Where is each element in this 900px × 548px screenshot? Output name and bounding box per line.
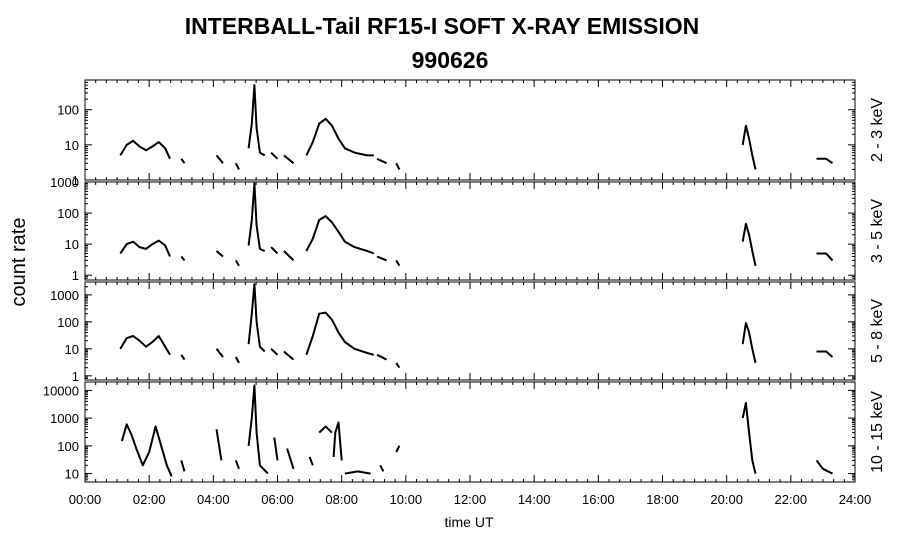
series-line xyxy=(395,162,401,170)
panel-frame xyxy=(84,79,856,181)
series-line xyxy=(305,311,375,356)
band-label: 10 - 15 keV xyxy=(869,391,886,473)
y-tick-label: 10 xyxy=(65,467,79,482)
series-line xyxy=(247,182,266,252)
series-line xyxy=(308,456,314,466)
panel-4: 10 100 1000 10000 10 - 15 keV xyxy=(43,381,886,483)
series-line xyxy=(247,384,269,475)
x-tick-label: 00:00 xyxy=(69,492,102,507)
series-line xyxy=(215,429,223,461)
series-line xyxy=(286,448,295,470)
series-line xyxy=(234,259,240,267)
series-line xyxy=(344,470,371,475)
series-line xyxy=(215,154,224,164)
panel-frame xyxy=(84,181,856,281)
series-line xyxy=(234,460,240,470)
x-tick-label: 18:00 xyxy=(646,492,679,507)
y-tick-label: 100 xyxy=(57,103,79,118)
series-line xyxy=(270,151,279,160)
series-line xyxy=(332,421,343,461)
series-line xyxy=(247,84,266,157)
series-line xyxy=(180,255,186,262)
series-line xyxy=(816,157,834,165)
series-line xyxy=(816,252,834,262)
panel-3: 1 10 100 1000 5 - 8 keV xyxy=(50,281,886,384)
y-tick-label: 10 xyxy=(65,138,79,153)
series-line xyxy=(305,215,375,255)
series-line xyxy=(816,350,834,358)
y-tick-label: 1000 xyxy=(50,175,79,190)
series-line xyxy=(379,464,385,472)
series-line xyxy=(119,239,171,257)
series-line xyxy=(120,423,173,477)
y-tick-label: 100 xyxy=(57,206,79,221)
x-axis-label: time UT xyxy=(445,514,494,530)
panel-1: 1 10 100 2 - 3 keV xyxy=(57,79,886,188)
series-line xyxy=(234,356,240,364)
series-line xyxy=(180,158,186,164)
series-line xyxy=(234,162,240,170)
x-tick-label: 10:00 xyxy=(390,492,423,507)
series-line xyxy=(283,350,295,361)
series-line xyxy=(815,459,833,475)
x-tick-label: 06:00 xyxy=(261,492,294,507)
series-line xyxy=(741,402,757,474)
chart-subtitle: 990626 xyxy=(412,47,489,73)
y-tick-label: 1 xyxy=(72,173,79,188)
y-tick-label: 10 xyxy=(65,342,79,357)
y-tick-label: 10000 xyxy=(43,383,79,398)
x-tick-label: 22:00 xyxy=(775,492,808,507)
y-tick-label: 1000 xyxy=(50,411,79,426)
series-line xyxy=(376,255,387,262)
y-tick-label: 100 xyxy=(57,439,79,454)
series-line xyxy=(395,259,401,267)
series-line xyxy=(376,353,388,361)
series-line xyxy=(215,250,224,258)
x-tick-label: 08:00 xyxy=(325,492,358,507)
series-line xyxy=(270,246,279,255)
series-line xyxy=(247,283,266,353)
band-label: 3 - 5 keV xyxy=(869,199,886,263)
series-line xyxy=(119,335,171,356)
x-tick-label: 14:00 xyxy=(518,492,551,507)
series-line xyxy=(741,124,757,170)
series-line xyxy=(376,157,388,165)
series-line xyxy=(741,222,757,267)
x-tick-label: 12:00 xyxy=(454,492,487,507)
y-tick-label: 1000 xyxy=(50,288,79,303)
series-line xyxy=(180,460,186,472)
band-label: 5 - 8 keV xyxy=(869,299,886,363)
series-line xyxy=(270,348,279,356)
chart-title: INTERBALL-Tail RF15-I SOFT X-RAY EMISSIO… xyxy=(185,13,700,39)
y-tick-label: 100 xyxy=(57,315,79,330)
panel-frame xyxy=(84,381,856,483)
series-line xyxy=(215,348,224,358)
series-line xyxy=(395,362,401,369)
x-tick-label: 04:00 xyxy=(197,492,230,507)
series-line xyxy=(273,437,279,461)
band-label: 2 - 3 keV xyxy=(869,98,886,162)
series-line xyxy=(318,425,333,434)
y-tick-label: 1 xyxy=(72,268,79,283)
series-line xyxy=(283,250,295,262)
y-axis-label: count rate xyxy=(8,218,30,307)
y-tick-label: 10 xyxy=(65,237,79,252)
x-tick-label: 20:00 xyxy=(710,492,743,507)
y-tick-label: 1 xyxy=(72,369,79,384)
x-tick-label: 16:00 xyxy=(582,492,615,507)
series-line xyxy=(305,117,374,157)
series-line xyxy=(119,139,171,160)
series-line xyxy=(283,154,295,164)
series-line xyxy=(180,354,186,361)
series-line xyxy=(741,322,757,364)
panel-frame xyxy=(84,281,856,381)
series-line xyxy=(395,445,401,453)
panel-2: 1 10 100 1000 3 - 5 keV xyxy=(50,175,886,283)
x-tick-label: 02:00 xyxy=(133,492,166,507)
x-tick-label: 24:00 xyxy=(839,492,872,507)
